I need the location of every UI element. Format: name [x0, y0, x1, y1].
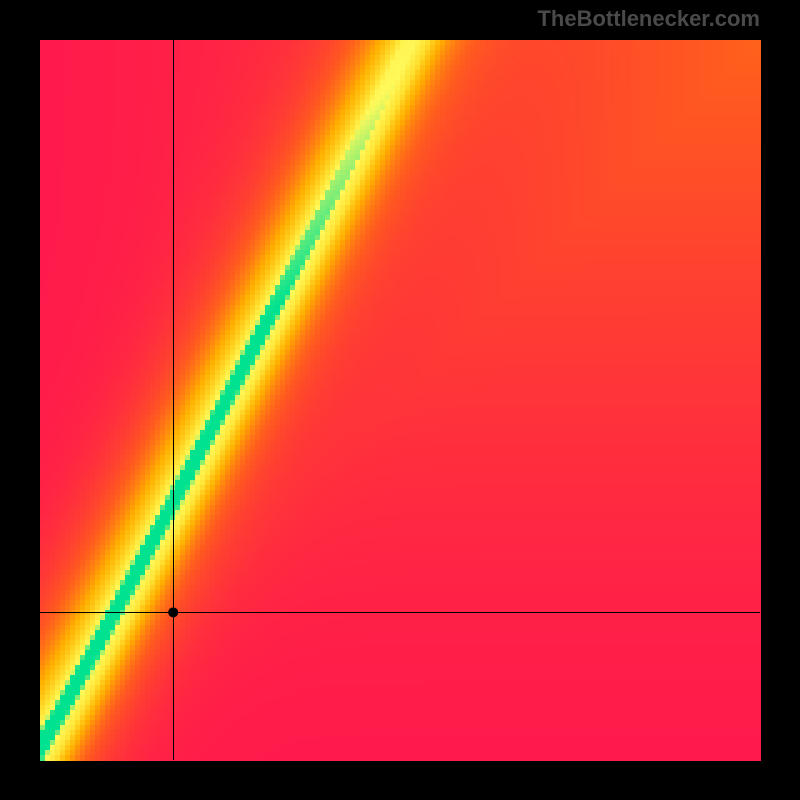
bottleneck-heatmap [0, 0, 800, 800]
watermark-text: TheBottlenecker.com [537, 6, 760, 32]
